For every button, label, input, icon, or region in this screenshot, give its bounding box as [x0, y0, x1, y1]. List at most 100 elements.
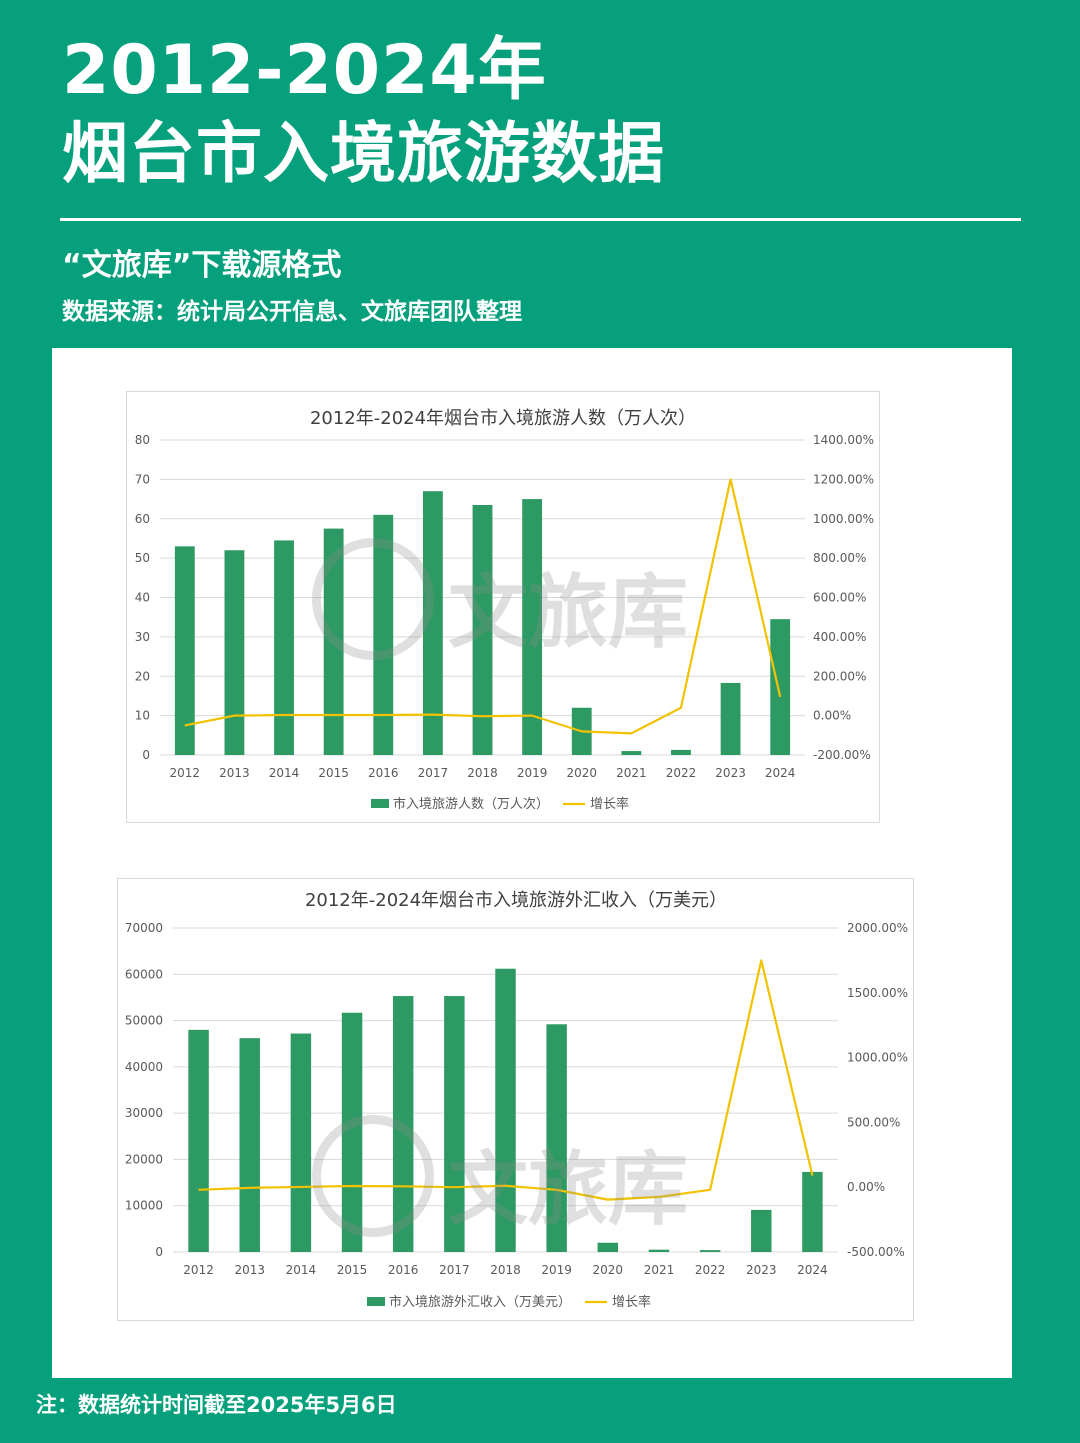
x-tick-label: 2022 — [666, 766, 697, 780]
x-tick-label: 2021 — [644, 1263, 675, 1277]
footnote: 注：数据统计时间截至2025年5月6日 — [36, 1393, 397, 1417]
x-tick-label: 2017 — [439, 1263, 470, 1277]
bar-2021 — [648, 1249, 670, 1252]
bar-2020 — [597, 1242, 619, 1252]
y-left-tick-label: 0 — [142, 748, 150, 762]
y-left-tick-label: 40 — [135, 591, 150, 605]
bar-2017 — [444, 996, 465, 1252]
x-tick-label: 2017 — [418, 766, 449, 780]
bar-2012 — [174, 546, 195, 755]
visitors-chart-svg: 2012年-2024年烟台市入境旅游人数（万人次） 0 10 20 30 40 50 60 70… — [135, 408, 874, 812]
bar-2018 — [495, 968, 516, 1252]
x-tick-label: 2013 — [219, 766, 250, 780]
x-tick-label: 2015 — [318, 766, 349, 780]
x-tick-label: 2012 — [170, 766, 201, 780]
x-tick-label: 2015 — [337, 1263, 368, 1277]
x-tick-label: 2020 — [566, 766, 597, 780]
bar-2024 — [802, 1171, 823, 1252]
bar-2019 — [522, 499, 543, 755]
subtitle: “文旅库”下载源格式 — [62, 248, 342, 283]
bar-2019 — [546, 1024, 567, 1252]
y-right-tick-label: 600.00% — [813, 591, 866, 605]
x-tick-label: 2014 — [286, 1263, 317, 1277]
legend: 市入境旅游外汇收入（万美元） 增长率 — [367, 1294, 651, 1310]
y-right-tick-label: 500.00% — [847, 1115, 900, 1129]
visitors-chart: 2012年-2024年烟台市入境旅游人数（万人次） 0 10 20 30 40 50 60 70… — [126, 391, 880, 823]
y-right-tick-label: -500.00% — [847, 1245, 905, 1259]
bar-2016 — [392, 996, 414, 1252]
bar-2012 — [188, 1029, 209, 1252]
y-right-tick-label: 200.00% — [813, 669, 866, 683]
y-left-tick-label: 30000 — [125, 1106, 163, 1120]
bar-2023 — [751, 1209, 772, 1252]
y-left-tick-label: 50 — [135, 551, 150, 565]
y-right-tick-label: 1000.00% — [847, 1051, 908, 1065]
x-tick-label: 2024 — [797, 1263, 828, 1277]
x-tick-label: 2022 — [695, 1263, 726, 1277]
x-tick-label: 2023 — [746, 1263, 777, 1277]
legend-line-label: 增长率 — [612, 1294, 651, 1310]
y-right-tick-label: 400.00% — [813, 630, 866, 644]
y-left-tick-label: 20000 — [125, 1152, 163, 1166]
bar-2013 — [239, 1038, 260, 1252]
y-left-tick-label: 80 — [135, 433, 150, 447]
x-tick-label: 2012 — [183, 1263, 214, 1277]
y-left-tick-label: 60000 — [125, 967, 163, 981]
x-tick-label: 2018 — [467, 766, 498, 780]
x-tick-label: 2013 — [234, 1263, 265, 1277]
bar-2017 — [422, 491, 443, 755]
legend-line-label: 增长率 — [590, 796, 629, 812]
y-left-tick-label: 60 — [135, 512, 150, 526]
y-right-tick-label: 1500.00% — [847, 986, 908, 1000]
y-right-tick-label: 800.00% — [813, 551, 866, 565]
y-left-tick-label: 50000 — [125, 1014, 163, 1028]
data-source: 数据来源：统计局公开信息、文旅库团队整理 — [62, 299, 522, 325]
x-tick-label: 2018 — [490, 1263, 521, 1277]
y-right-tick-label: 0.00% — [847, 1180, 885, 1194]
y-left-tick-label: 10 — [135, 709, 150, 723]
chart-title: 2012年-2024年烟台市入境旅游外汇收入（万美元） — [305, 890, 727, 911]
chart-title: 2012年-2024年烟台市入境旅游人数（万人次） — [310, 408, 696, 429]
page-title-line-2: 烟台市入境旅游数据 — [62, 115, 665, 192]
y-right-tick-label: 1000.00% — [813, 512, 874, 526]
y-left-tick-label: 0 — [155, 1245, 163, 1259]
legend-bar-label: 市入境旅游人数（万人次） — [393, 796, 549, 812]
x-tick-label: 2023 — [715, 766, 746, 780]
bar-2014 — [274, 540, 294, 755]
revenue-chart-svg: 2012年-2024年烟台市入境旅游外汇收入（万美元） 0 10000 20000 30… — [125, 890, 908, 1310]
y-right-tick-label: 0.00% — [813, 709, 851, 723]
x-tick-label: 2014 — [269, 766, 300, 780]
bar-2021 — [621, 751, 642, 755]
x-tick-label: 2024 — [765, 766, 796, 780]
x-tick-label: 2020 — [593, 1263, 624, 1277]
title-divider — [60, 218, 1021, 221]
legend-bar-swatch — [367, 1297, 385, 1306]
y-right-tick-label: 1200.00% — [813, 472, 874, 486]
bar-2024 — [770, 619, 791, 755]
x-tick-label: 2019 — [541, 1263, 572, 1277]
bar-2015 — [341, 1012, 363, 1252]
y-right-tick-label: 2000.00% — [847, 921, 908, 935]
page-title-line-1: 2012-2024年 — [62, 31, 547, 110]
legend: 市入境旅游人数（万人次） 增长率 — [371, 796, 629, 812]
y-right-tick-label: 1400.00% — [813, 433, 874, 447]
y-left-tick-label: 70 — [135, 472, 150, 486]
bar-2015 — [323, 528, 344, 755]
x-tick-label: 2016 — [368, 766, 399, 780]
y-left-tick-label: 30 — [135, 630, 150, 644]
bar-2014 — [290, 1033, 312, 1252]
bar-2016 — [373, 514, 394, 755]
bar-2018 — [472, 504, 493, 755]
bar-2022 — [671, 749, 691, 755]
x-tick-label: 2016 — [388, 1263, 419, 1277]
y-right-tick-label: -200.00% — [813, 748, 871, 762]
bar-2013 — [224, 550, 245, 755]
bar-2022 — [699, 1250, 721, 1252]
bar-2023 — [720, 682, 741, 755]
y-left-tick-label: 70000 — [125, 921, 163, 935]
revenue-chart: 2012年-2024年烟台市入境旅游外汇收入（万美元） 0 10000 20000 30… — [117, 878, 914, 1321]
legend-bar-label: 市入境旅游外汇收入（万美元） — [389, 1294, 571, 1310]
y-left-tick-label: 40000 — [125, 1060, 163, 1074]
y-left-tick-label: 20 — [135, 669, 150, 683]
x-tick-label: 2021 — [616, 766, 647, 780]
